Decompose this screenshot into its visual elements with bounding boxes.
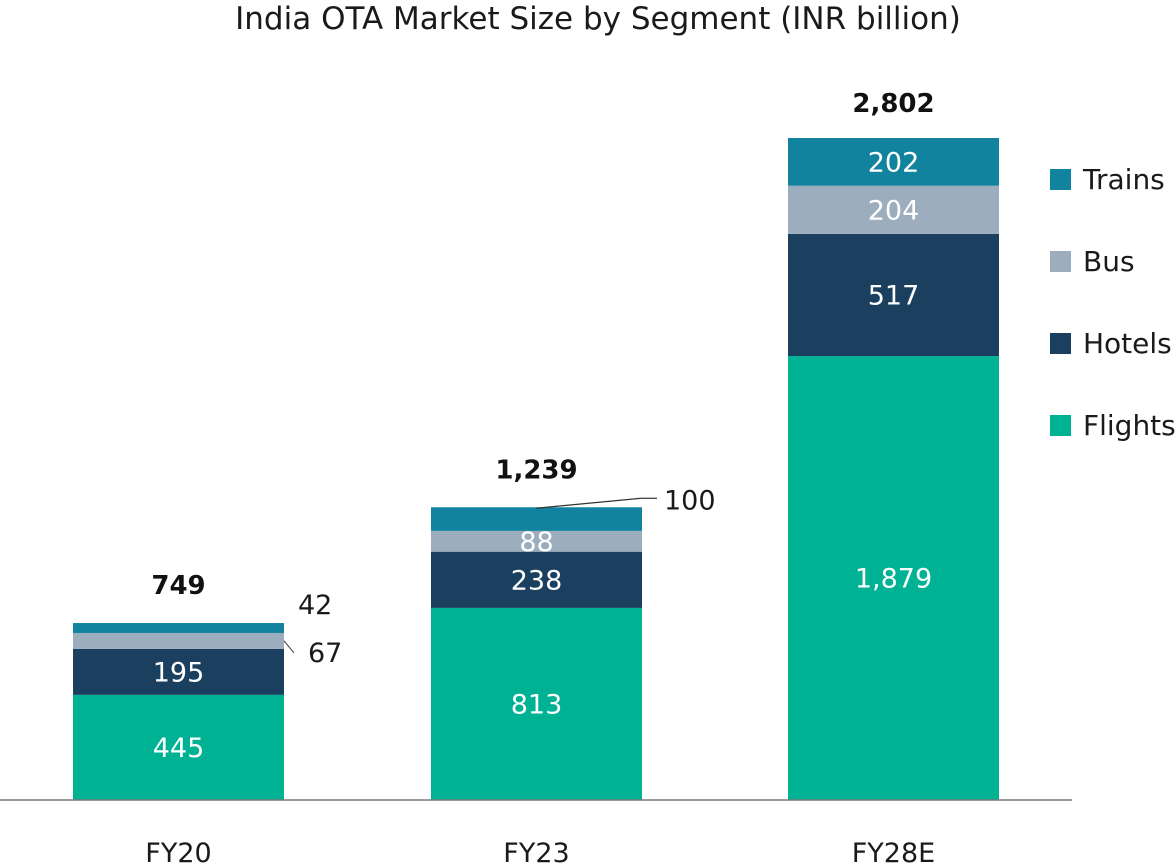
legend-item-flights: Flights: [1050, 409, 1176, 442]
bars-group: 445 195 67 42 749 FY20 813 238 88 100 1,239 FY23 1,8…: [73, 89, 999, 865]
bar-segment-hotels-fy20: [73, 648, 284, 695]
data-label-bus-fy23: 88: [519, 527, 553, 558]
legend-item-trains: Trains: [1050, 163, 1165, 196]
bar-segment-trains-fy28e: [788, 138, 999, 186]
category-label-fy23: FY23: [503, 838, 569, 865]
bar-segment-flights-fy28e: [788, 356, 999, 800]
category-label-fy20: FY20: [145, 838, 211, 865]
data-label-flights-fy20: 445: [153, 733, 205, 764]
chart-title: India OTA Market Size by Segment (INR bi…: [235, 1, 961, 37]
legend-label-flights: Flights: [1083, 409, 1176, 442]
data-label-hotels-fy28e: 517: [868, 280, 920, 311]
legend-label-bus: Bus: [1083, 245, 1135, 278]
data-label-bus-fy20: 67: [308, 638, 342, 669]
data-label-hotels-fy23: 238: [511, 565, 563, 596]
data-label-hotels-fy20: 195: [153, 657, 205, 688]
bar-segment-trains-fy20: [73, 623, 284, 633]
legend-swatch-bus: [1050, 251, 1071, 272]
data-label-trains-fy23: 100: [664, 485, 716, 516]
leader-line-trains-fy23: [535, 497, 642, 509]
data-label-flights-fy23: 813: [511, 689, 563, 720]
leader-line-bus-fy20: [283, 640, 295, 654]
legend-label-trains: Trains: [1082, 163, 1165, 196]
legend-item-hotels: Hotels: [1050, 327, 1172, 360]
category-label-fy28e: FY28E: [852, 838, 935, 865]
bar-stack-fy20: 445 195 67 42 749 FY20: [73, 571, 342, 865]
bar-segment-bus-fy23: [431, 530, 642, 552]
legend-swatch-flights: [1050, 415, 1071, 436]
bar-segment-hotels-fy28e: [788, 233, 999, 357]
bar-segment-hotels-fy23: [431, 551, 642, 608]
legend-swatch-hotels: [1050, 333, 1071, 354]
bar-stack-fy23: 813 238 88 100 1,239 FY23: [431, 455, 716, 865]
total-label-fy23: 1,239: [495, 455, 577, 485]
bar-segment-flights-fy23: [431, 607, 642, 800]
data-label-trains-fy20: 42: [298, 590, 332, 621]
total-label-fy28e: 2,802: [852, 89, 934, 119]
data-label-bus-fy28e: 204: [868, 195, 920, 226]
bar-segment-bus-fy20: [73, 632, 284, 649]
total-label-fy20: 749: [151, 571, 205, 601]
bar-segment-trains-fy23: [431, 507, 642, 531]
bar-stack-fy28e: 1,879 517 204 202 2,802 FY28E: [788, 89, 999, 865]
legend: Trains Bus Hotels Flights: [1050, 163, 1176, 442]
legend-swatch-trains: [1050, 169, 1071, 190]
bar-segment-bus-fy28e: [788, 185, 999, 234]
data-label-trains-fy28e: 202: [868, 147, 920, 178]
legend-item-bus: Bus: [1050, 245, 1135, 278]
legend-label-hotels: Hotels: [1083, 327, 1172, 360]
data-label-flights-fy28e: 1,879: [855, 564, 932, 595]
bar-segment-flights-fy20: [73, 694, 284, 800]
